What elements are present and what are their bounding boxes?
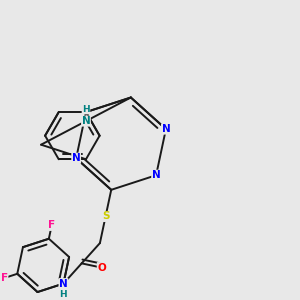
- Text: O: O: [97, 262, 106, 273]
- Text: F: F: [48, 220, 55, 230]
- Text: S: S: [102, 212, 109, 221]
- Text: N: N: [59, 279, 68, 289]
- Text: N: N: [152, 170, 161, 180]
- Text: N: N: [161, 124, 170, 134]
- Text: H: H: [60, 290, 67, 299]
- Text: N: N: [82, 116, 90, 126]
- Text: F: F: [1, 273, 8, 283]
- Text: N: N: [72, 153, 80, 163]
- Text: H: H: [82, 105, 90, 114]
